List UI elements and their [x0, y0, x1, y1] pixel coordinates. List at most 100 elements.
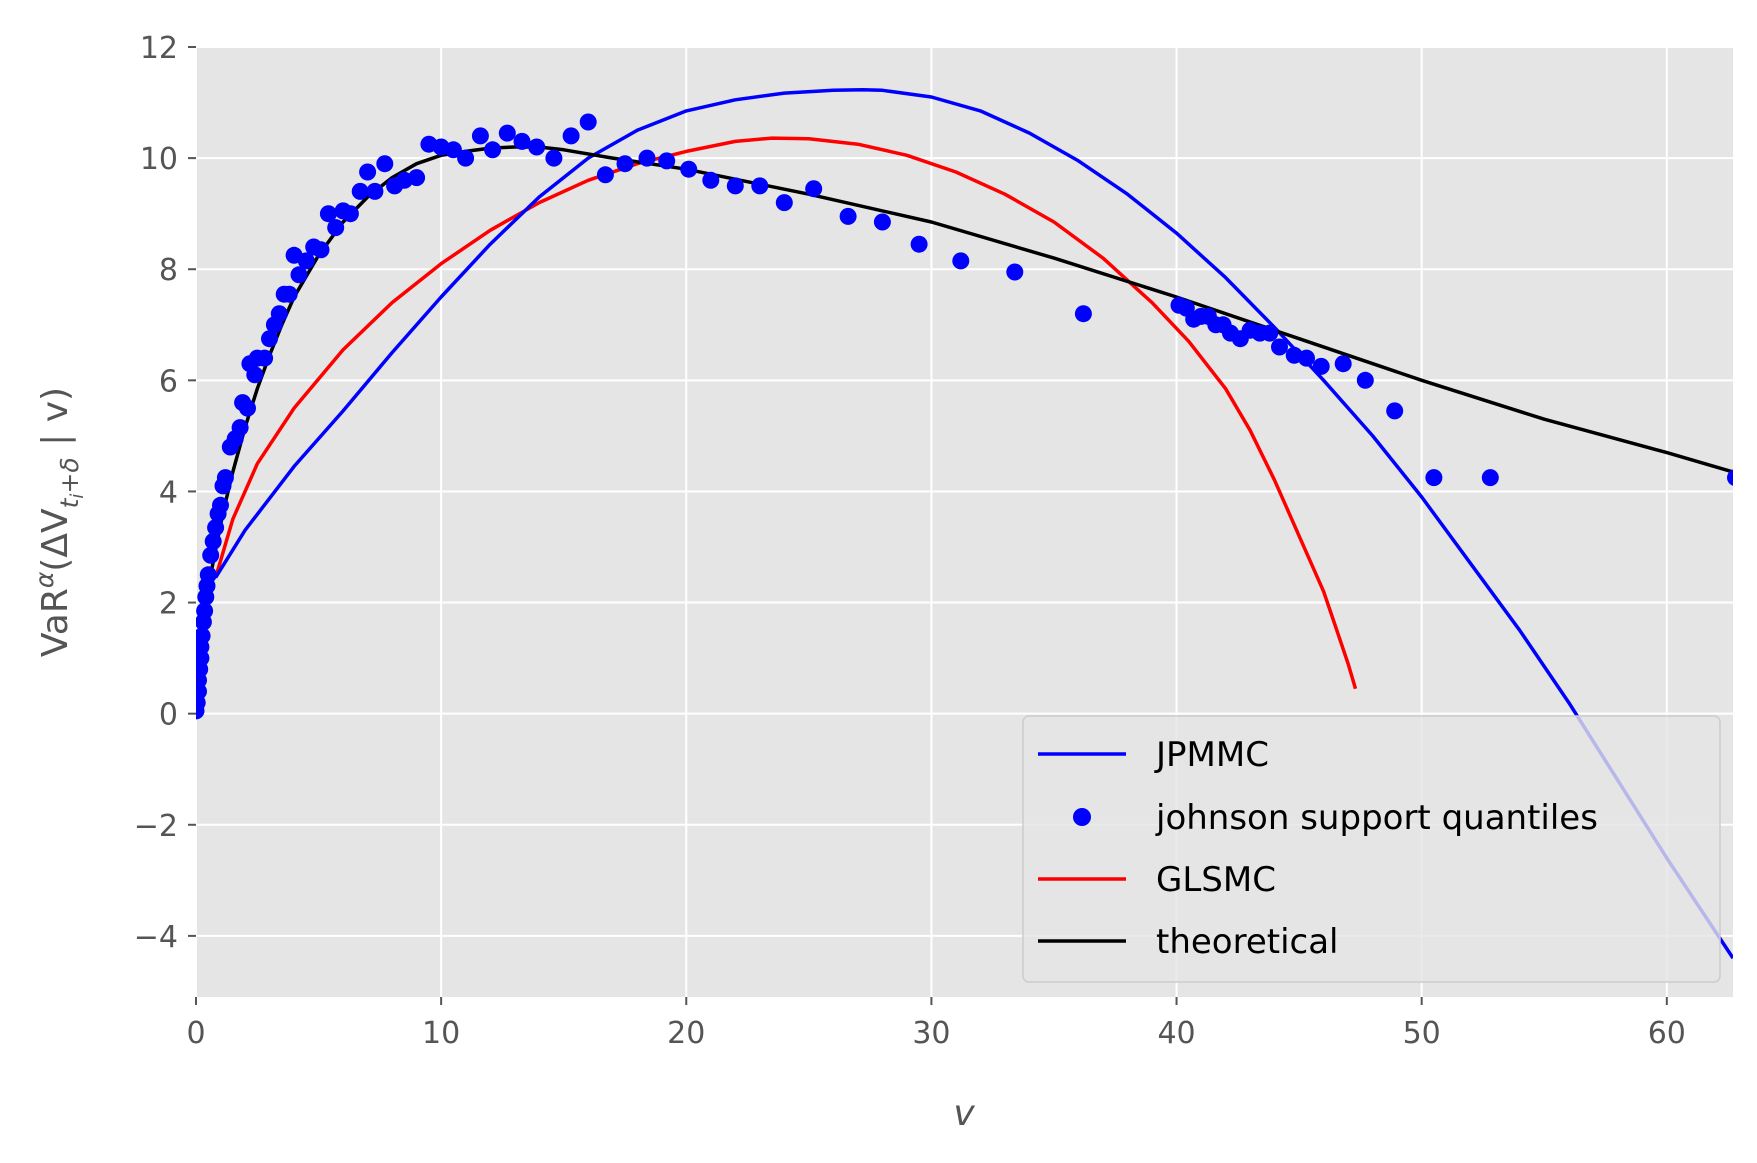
data-point — [216, 469, 234, 487]
data-point — [319, 205, 337, 223]
data-point — [910, 235, 928, 253]
y-axis-label-close: | v) — [35, 387, 76, 457]
data-point — [726, 177, 744, 195]
y-axis-label-sub2: i — [67, 494, 88, 499]
x-axis-label: v — [953, 1093, 975, 1134]
y-tick-label: 8 — [159, 253, 178, 288]
data-point — [952, 252, 970, 270]
data-point — [1425, 469, 1443, 487]
data-point — [1074, 305, 1092, 323]
data-point — [351, 182, 369, 200]
data-point — [775, 194, 793, 212]
ticks: 0 10 20 30 40 50 60 −4 −2 0 2 4 6 8 10 12 — [134, 31, 1686, 1051]
legend: JPMMC johnson support quantiles GLSMC th… — [1022, 715, 1721, 983]
y-axis-label-sub: t — [55, 497, 84, 508]
data-point — [1261, 324, 1279, 342]
data-point — [297, 252, 315, 270]
y-tick-label: 12 — [140, 31, 178, 66]
data-point — [359, 163, 377, 181]
data-point — [280, 285, 298, 303]
data-point — [873, 213, 891, 231]
data-point — [1312, 357, 1330, 375]
data-point — [751, 177, 769, 195]
data-point — [239, 399, 256, 417]
legend-label-glsmc: GLSMC — [1156, 860, 1276, 900]
data-point — [256, 349, 274, 367]
data-point — [596, 166, 614, 184]
data-point — [805, 180, 823, 198]
y-tick-label: 4 — [159, 475, 178, 510]
data-point — [270, 305, 288, 323]
data-point — [290, 266, 308, 284]
data-point — [261, 330, 278, 348]
y-tick-label: 0 — [159, 698, 178, 733]
data-point — [202, 546, 220, 564]
data-point — [638, 149, 656, 167]
series-line-jpmmc — [214, 88, 1733, 960]
data-point — [457, 149, 475, 167]
x-tick-label: 40 — [1157, 1016, 1195, 1051]
y-tick-label: 6 — [159, 364, 178, 399]
data-point — [1386, 402, 1404, 420]
data-point — [312, 241, 330, 259]
data-point — [444, 141, 462, 159]
data-point — [658, 152, 676, 170]
data-point — [702, 171, 720, 189]
data-point — [1271, 338, 1288, 356]
y-axis-label-open: (ΔV — [35, 508, 76, 572]
y-tick-label: −2 — [134, 809, 178, 844]
legend-box — [1022, 715, 1721, 983]
data-point — [616, 155, 634, 173]
y-tick-label: −4 — [134, 920, 178, 955]
data-point — [680, 160, 698, 178]
data-point — [327, 219, 345, 237]
x-tick-label: 30 — [912, 1016, 950, 1051]
data-point — [1298, 349, 1315, 367]
x-tick-label: 0 — [186, 1016, 205, 1051]
data-point — [545, 149, 563, 167]
data-point — [484, 141, 502, 159]
data-point — [408, 169, 426, 187]
x-tick-label: 60 — [1648, 1016, 1686, 1051]
data-point — [1356, 371, 1374, 389]
data-point — [207, 519, 225, 537]
y-axis-label-sup: α — [30, 571, 59, 588]
data-point — [231, 419, 249, 437]
x-tick-label: 20 — [667, 1016, 705, 1051]
y-tick-label: 2 — [159, 587, 178, 622]
y-tick-label: 10 — [140, 142, 178, 177]
data-point — [199, 566, 217, 584]
legend-label-theoretical: theoretical — [1156, 922, 1339, 962]
data-point — [212, 496, 229, 514]
data-point — [471, 127, 489, 145]
data-point — [246, 366, 264, 384]
legend-marker-points — [1073, 808, 1091, 826]
data-point — [196, 602, 214, 620]
x-tick-label: 10 — [422, 1016, 460, 1051]
y-axis-label-base: VaR — [35, 588, 76, 657]
data-point — [498, 124, 516, 142]
svg-text:VaRα(ΔVti+δ | v): VaRα(ΔVti+δ | v) — [30, 387, 88, 657]
data-point — [1727, 469, 1733, 486]
data-point — [1481, 469, 1499, 487]
data-point — [376, 155, 394, 173]
series-line-glsmc — [213, 136, 1358, 690]
data-point — [204, 532, 222, 550]
data-point — [562, 127, 580, 145]
legend-label-jpmmc: JPMMC — [1154, 735, 1269, 775]
data-point — [341, 205, 359, 223]
data-point — [196, 627, 211, 645]
x-tick-label: 50 — [1403, 1016, 1441, 1051]
y-axis-label: VaRα(ΔVti+δ | v) — [30, 387, 88, 657]
legend-label-points: johnson support quantiles — [1155, 798, 1598, 838]
data-point — [579, 113, 597, 131]
data-point — [1006, 263, 1024, 281]
series-layer — [196, 88, 1733, 960]
data-point — [839, 207, 857, 225]
data-point — [528, 138, 546, 156]
y-axis-label-subrest: +δ — [55, 457, 84, 493]
data-point — [513, 132, 531, 150]
data-point — [1334, 355, 1352, 373]
data-point — [366, 182, 384, 200]
